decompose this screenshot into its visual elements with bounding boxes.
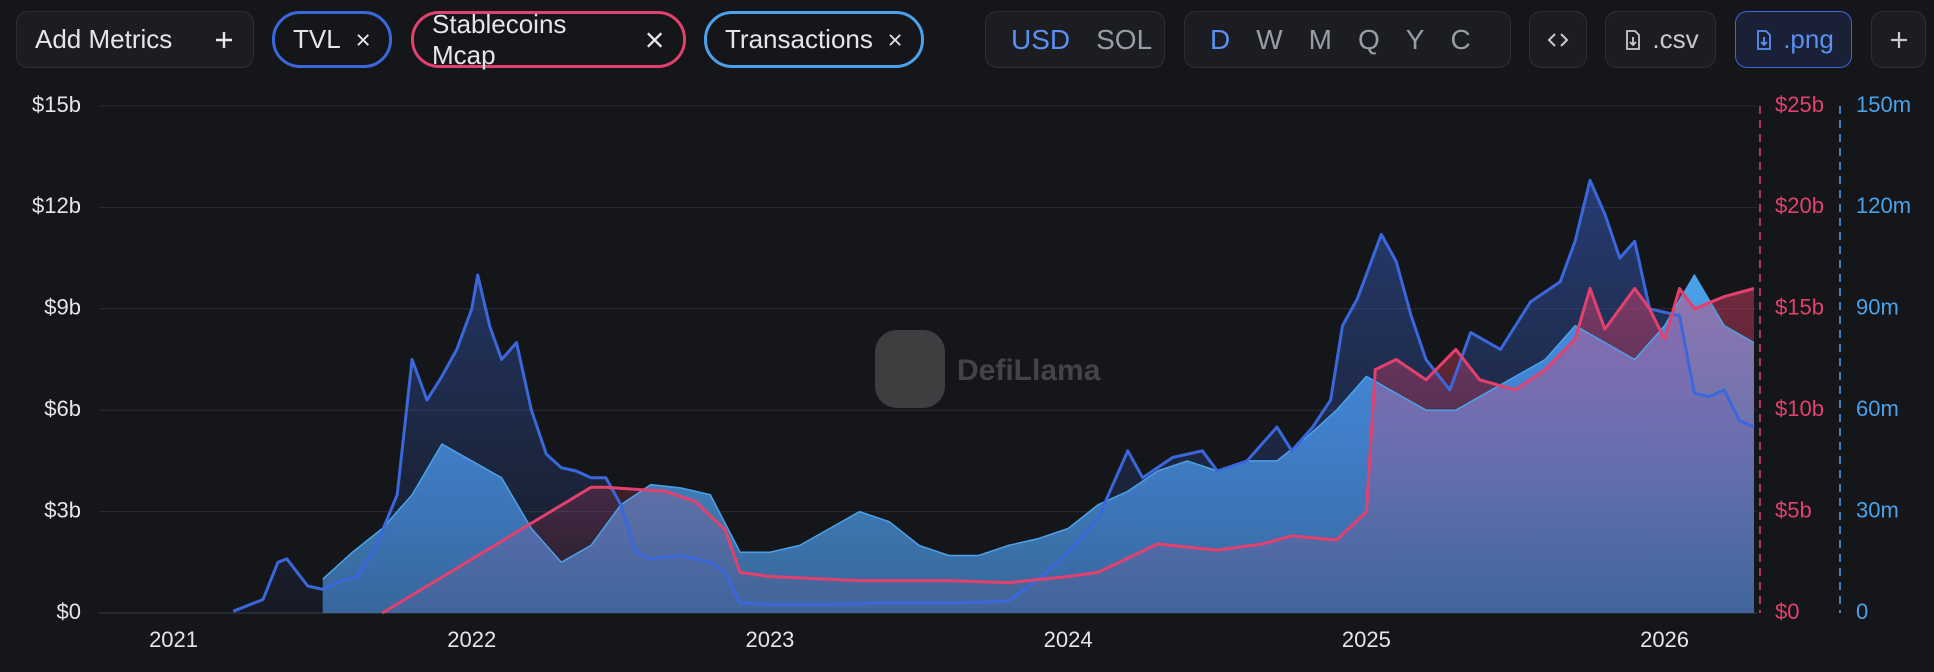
y-tick-label: $0 (57, 599, 81, 624)
y-tick-label: $9b (44, 295, 81, 320)
plus-icon (216, 31, 232, 48)
file-icon (1626, 29, 1641, 50)
y3-tick-label: 30m (1856, 497, 1899, 522)
currency-toggle: USD SOL (985, 11, 1165, 68)
file-icon (1757, 29, 1772, 50)
code-icon (1547, 32, 1569, 47)
x-tick-label: 2024 (1044, 627, 1093, 652)
watermark-text: DefiLlama (957, 354, 1101, 387)
y2-tick-label: $20b (1775, 193, 1824, 218)
add-metrics-button[interactable]: Add Metrics (16, 11, 254, 68)
interval-option[interactable]: Q (1358, 23, 1380, 55)
metric-chip[interactable]: TVL (272, 11, 392, 68)
x-tick-label: 2025 (1342, 627, 1391, 652)
chip-label: Stablecoins Mcap (432, 8, 567, 70)
y2-tick-label: $10b (1775, 396, 1824, 421)
y2-tick-label: $5b (1775, 497, 1812, 522)
x-tick-label: 2022 (447, 627, 496, 652)
download-label: .csv (1652, 24, 1699, 54)
close-icon[interactable] (355, 29, 371, 51)
watermark-logo (875, 330, 945, 408)
x-tick-label: 2021 (149, 627, 198, 652)
interval-option[interactable]: C (1450, 23, 1471, 55)
y2-tick-label: $0 (1775, 599, 1799, 624)
y-tick-label: $12b (32, 193, 81, 218)
y2-tick-label: $15b (1775, 295, 1824, 320)
y3-tick-label: 0 (1856, 599, 1868, 624)
y-tick-label: $3b (44, 497, 81, 522)
metric-chip[interactable]: Stablecoins Mcap (411, 8, 686, 70)
y3-tick-label: 120m (1856, 193, 1911, 218)
series-line (381, 287, 1755, 615)
y3-tick-label: 150m (1856, 92, 1911, 117)
y3-tick-label: 90m (1856, 295, 1899, 320)
png-button[interactable]: .png (1735, 11, 1852, 68)
currency-option[interactable]: USD (1011, 23, 1071, 55)
close-icon[interactable] (644, 29, 665, 51)
watermark: DefiLlama (875, 330, 1101, 408)
y-tick-label: $15b (32, 92, 81, 117)
chart: $0 $3b $6b $9b $12b $15b $0 $5b $10b $15b $20b $25b… (32, 92, 1911, 652)
y-tick-label: $6b (44, 396, 81, 421)
interval-toggle: D W M Q Y C (1184, 11, 1511, 68)
interval-option[interactable]: M (1308, 23, 1332, 55)
add-metrics-label: Add Metrics (35, 24, 173, 54)
series-line (322, 274, 1755, 580)
chip-label: Transactions (725, 24, 873, 54)
more-button[interactable] (1871, 11, 1926, 68)
embed-button[interactable] (1529, 11, 1587, 68)
x-tick-label: 2026 (1640, 627, 1689, 652)
interval-option[interactable]: W (1256, 23, 1283, 55)
currency-option[interactable]: SOL (1096, 23, 1153, 55)
plus-icon (1890, 31, 1907, 48)
chip-label: TVL (293, 24, 341, 54)
interval-option[interactable]: Y (1405, 23, 1425, 55)
download-label: .png (1783, 24, 1834, 54)
close-icon[interactable] (887, 29, 903, 51)
interval-option[interactable]: D (1210, 23, 1231, 55)
series-line (232, 178, 1755, 613)
y2-tick-label: $25b (1775, 92, 1824, 117)
csv-button[interactable]: .csv (1605, 11, 1716, 68)
y3-tick-label: 60m (1856, 396, 1899, 421)
x-tick-label: 2023 (745, 627, 794, 652)
metric-chip[interactable]: Transactions (704, 11, 924, 68)
